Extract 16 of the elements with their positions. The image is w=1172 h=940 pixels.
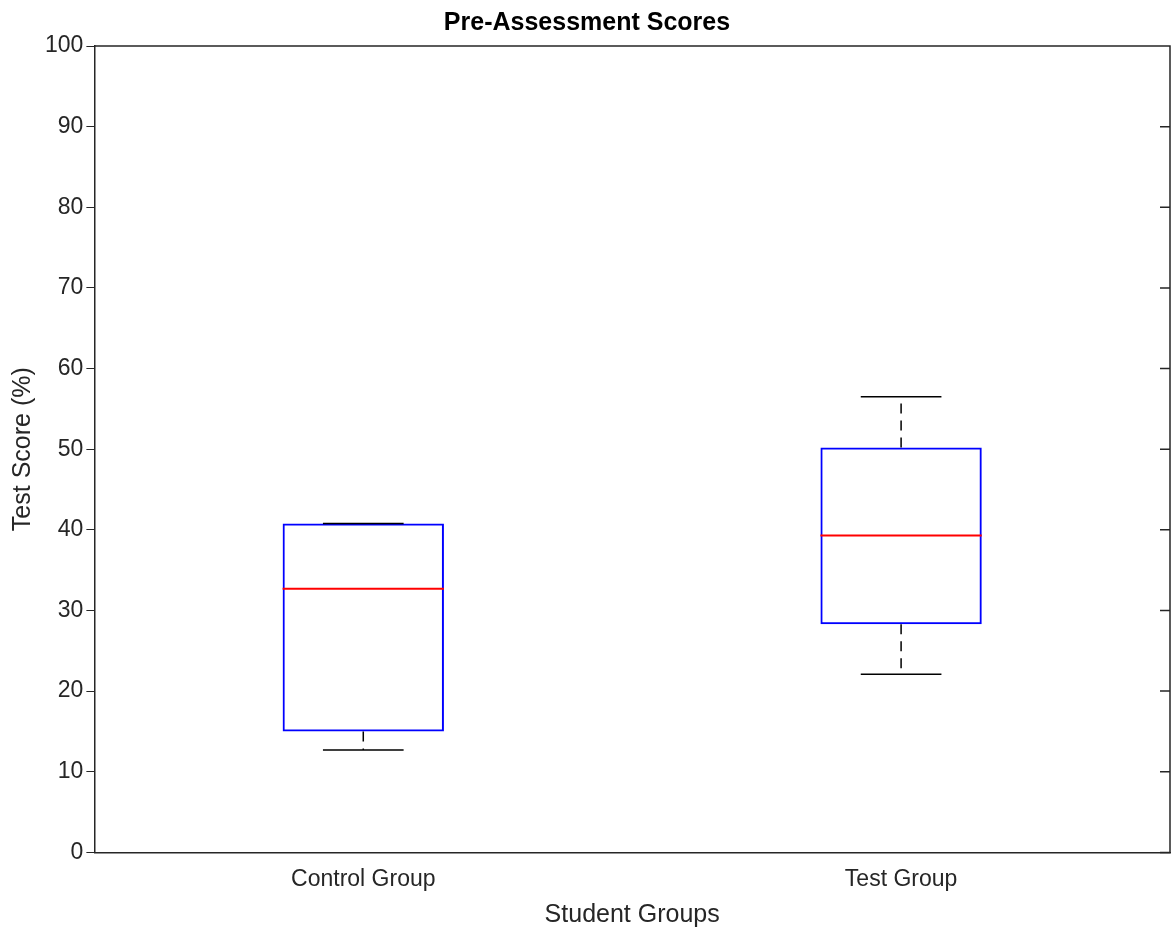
y-tick-label: 10 (57, 757, 84, 784)
y-tick-label: 90 (57, 111, 84, 138)
y-tick-label: 70 (57, 273, 84, 300)
y-tick-label: 40 (57, 515, 84, 542)
y-axis-title: Test Score (%) (6, 367, 35, 532)
y-tick-label: 80 (57, 192, 84, 219)
y-tick-label: 60 (57, 353, 84, 380)
y-tick-label: 50 (57, 434, 84, 461)
y-tick-label: 20 (57, 676, 84, 703)
x-axis-title: Student Groups (544, 898, 720, 927)
x-tick-label: Control Group (291, 864, 436, 891)
x-tick-label: Test Group (844, 864, 958, 891)
y-tick-label: 30 (57, 595, 84, 622)
chart-title: Pre-Assessment Scores (443, 6, 731, 35)
y-tick-label: 0 (70, 837, 84, 864)
y-tick-label: 100 (45, 31, 84, 58)
